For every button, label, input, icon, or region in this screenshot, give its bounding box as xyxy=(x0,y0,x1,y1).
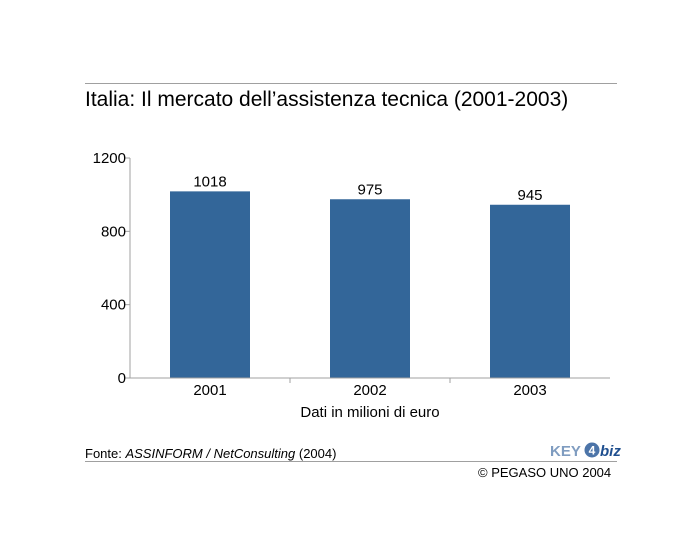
bar-value-label: 945 xyxy=(517,187,542,204)
bar-data-labels: 1018 975 945 xyxy=(193,173,542,203)
x-tick-label: 2003 xyxy=(513,382,546,399)
bar-value-label: 975 xyxy=(357,181,382,198)
x-axis-ticks: 2001 2002 2003 xyxy=(193,378,547,399)
x-axis-label: Dati in milioni di euro xyxy=(300,404,439,421)
bars xyxy=(170,191,570,378)
logo-text-biz: biz xyxy=(600,443,621,460)
bar-value-label: 1018 xyxy=(193,173,226,190)
y-tick-label: 0 xyxy=(118,370,126,387)
source-prefix: Fonte: xyxy=(85,446,126,461)
y-tick-label: 800 xyxy=(101,223,126,240)
bottom-rule xyxy=(85,461,617,462)
bar-2001 xyxy=(170,191,250,378)
top-rule xyxy=(85,83,617,84)
source-year: (2004) xyxy=(295,446,337,461)
x-tick-label: 2001 xyxy=(193,382,226,399)
y-axis-ticks: 0 400 800 1200 xyxy=(93,150,130,387)
key4biz-logo: KEY 4 biz xyxy=(550,442,621,460)
source-note: Fonte: ASSINFORM / NetConsulting (2004) xyxy=(85,446,336,461)
logo-circle xyxy=(584,442,600,458)
source-name: ASSINFORM / NetConsulting xyxy=(125,446,296,461)
logo-text-key: KEY xyxy=(550,443,581,460)
y-tick-label: 400 xyxy=(101,297,126,314)
y-tick-label: 1200 xyxy=(93,150,126,167)
chart-title: Italia: Il mercato dell’assistenza tecni… xyxy=(85,88,569,111)
logo-text-four: 4 xyxy=(589,444,596,458)
x-tick-label: 2002 xyxy=(353,382,386,399)
copyright-note: © PEGASO UNO 2004 xyxy=(478,465,612,480)
bar-2003 xyxy=(490,204,570,378)
bar-2002 xyxy=(330,199,410,378)
